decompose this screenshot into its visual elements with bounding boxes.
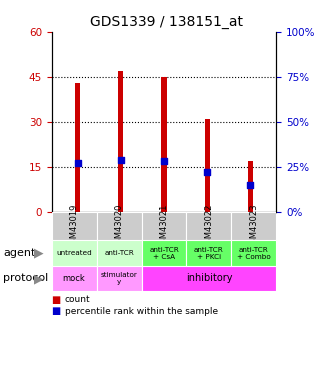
Text: anti-TCR
+ CsA: anti-TCR + CsA <box>149 247 179 259</box>
Bar <box>142 240 186 266</box>
Bar <box>231 212 276 240</box>
Text: GSM43021: GSM43021 <box>160 203 168 249</box>
Bar <box>97 240 142 266</box>
Text: GSM43023: GSM43023 <box>249 203 258 249</box>
Text: anti-TCR
+ Combo: anti-TCR + Combo <box>237 247 271 259</box>
Text: protocol: protocol <box>3 273 49 284</box>
Bar <box>142 212 186 240</box>
Bar <box>248 161 253 212</box>
Bar <box>186 212 231 240</box>
Text: ▶: ▶ <box>34 247 43 259</box>
Text: anti-TCR
+ PKCi: anti-TCR + PKCi <box>194 247 224 259</box>
Bar <box>75 83 80 212</box>
Point <box>161 159 166 165</box>
Bar <box>97 212 142 240</box>
Text: percentile rank within the sample: percentile rank within the sample <box>65 307 218 316</box>
Bar <box>162 77 166 212</box>
Bar <box>118 71 123 212</box>
Bar <box>97 266 142 291</box>
Text: ▶: ▶ <box>34 272 43 285</box>
Text: untreated: untreated <box>56 250 92 256</box>
Bar <box>52 266 97 291</box>
Bar <box>186 240 231 266</box>
Text: anti-TCR: anti-TCR <box>104 250 134 256</box>
Bar <box>52 212 97 240</box>
Text: GSM43019: GSM43019 <box>70 203 79 249</box>
Text: ■: ■ <box>52 306 61 316</box>
Bar <box>52 240 97 266</box>
Bar <box>205 119 210 212</box>
Point <box>248 182 253 188</box>
Point <box>118 157 124 163</box>
Text: stimulator
y: stimulator y <box>101 272 138 285</box>
Point <box>75 160 80 166</box>
Text: ■: ■ <box>52 295 61 305</box>
Text: count: count <box>65 296 91 304</box>
Text: inhibitory: inhibitory <box>186 273 232 284</box>
Text: GSM43022: GSM43022 <box>204 203 213 249</box>
Text: mock: mock <box>63 274 86 283</box>
Point <box>204 169 210 175</box>
Bar <box>231 240 276 266</box>
Text: GDS1339 / 138151_at: GDS1339 / 138151_at <box>90 15 243 29</box>
Text: GSM43020: GSM43020 <box>115 203 124 249</box>
Text: agent: agent <box>3 248 36 258</box>
Bar <box>142 266 276 291</box>
